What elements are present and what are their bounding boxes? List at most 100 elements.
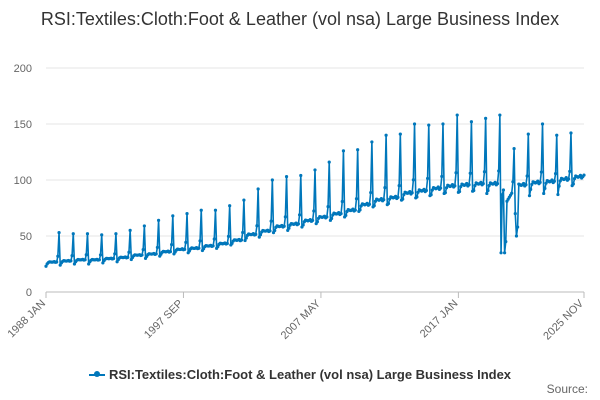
data-point[interactable]	[467, 183, 471, 187]
data-point[interactable]	[168, 249, 173, 254]
data-point[interactable]	[185, 212, 189, 216]
data-point[interactable]	[530, 182, 534, 186]
data-point[interactable]	[513, 212, 517, 216]
data-point[interactable]	[465, 181, 469, 186]
data-point[interactable]	[56, 254, 60, 258]
data-point[interactable]	[55, 260, 59, 264]
data-point[interactable]	[486, 188, 490, 193]
data-point[interactable]	[70, 254, 74, 258]
data-point[interactable]	[503, 251, 507, 255]
data-point[interactable]	[487, 183, 491, 188]
data-point[interactable]	[313, 168, 317, 172]
data-point[interactable]	[542, 191, 546, 196]
data-point[interactable]	[239, 238, 244, 242]
data-point[interactable]	[225, 241, 229, 246]
data-point[interactable]	[327, 160, 331, 164]
data-point[interactable]	[97, 258, 101, 262]
data-point[interactable]	[369, 190, 373, 195]
data-point[interactable]	[284, 175, 289, 179]
data-point[interactable]	[459, 185, 463, 189]
data-point[interactable]	[514, 234, 519, 238]
data-point[interactable]	[258, 233, 263, 237]
data-point[interactable]	[283, 215, 287, 219]
data-point[interactable]	[469, 120, 474, 124]
data-point[interactable]	[398, 132, 402, 136]
data-point[interactable]	[553, 172, 558, 176]
data-point[interactable]	[516, 225, 520, 229]
data-point[interactable]	[468, 171, 472, 175]
data-point[interactable]	[436, 185, 440, 189]
data-point[interactable]	[386, 201, 391, 206]
data-point[interactable]	[493, 180, 497, 184]
data-point[interactable]	[536, 179, 540, 183]
data-point[interactable]	[454, 171, 458, 175]
data-point[interactable]	[482, 170, 487, 174]
data-point[interactable]	[424, 188, 428, 193]
data-point[interactable]	[450, 182, 455, 187]
data-point[interactable]	[98, 253, 103, 257]
data-point[interactable]	[155, 245, 159, 250]
data-point[interactable]	[273, 228, 277, 233]
data-point[interactable]	[397, 184, 401, 188]
data-point[interactable]	[425, 176, 430, 181]
data-point[interactable]	[255, 224, 259, 228]
data-point[interactable]	[297, 213, 302, 217]
data-point[interactable]	[453, 184, 457, 188]
data-point[interactable]	[228, 204, 232, 208]
data-point[interactable]	[582, 173, 586, 177]
data-point[interactable]	[84, 253, 88, 257]
data-point[interactable]	[254, 232, 258, 236]
data-point[interactable]	[126, 255, 130, 259]
data-point[interactable]	[367, 202, 372, 206]
data-point[interactable]	[329, 216, 334, 221]
data-point[interactable]	[100, 233, 104, 237]
data-point[interactable]	[242, 198, 246, 202]
data-point[interactable]	[429, 193, 433, 197]
data-point[interactable]	[358, 208, 362, 212]
data-point[interactable]	[142, 224, 146, 228]
data-point[interactable]	[556, 192, 560, 197]
data-point[interactable]	[226, 234, 231, 238]
data-point[interactable]	[301, 223, 305, 227]
data-point[interactable]	[501, 188, 506, 192]
data-point[interactable]	[213, 208, 218, 212]
data-point[interactable]	[511, 180, 515, 184]
data-point[interactable]	[243, 238, 247, 243]
data-point[interactable]	[473, 183, 477, 188]
data-point[interactable]	[198, 239, 202, 243]
data-point[interactable]	[557, 184, 561, 188]
data-point[interactable]	[566, 177, 571, 181]
data-point[interactable]	[521, 181, 526, 186]
data-point[interactable]	[543, 186, 547, 190]
data-point[interactable]	[529, 187, 533, 192]
data-point[interactable]	[481, 181, 485, 186]
data-point[interactable]	[372, 204, 376, 208]
data-point[interactable]	[296, 222, 301, 226]
legend[interactable]: RSI:Textiles:Cloth:Foot & Leather (vol n…	[0, 366, 600, 382]
data-point[interactable]	[256, 187, 260, 191]
data-point[interactable]	[85, 232, 90, 236]
data-point[interactable]	[578, 173, 583, 177]
data-point[interactable]	[569, 131, 573, 135]
data-point[interactable]	[211, 244, 215, 248]
data-point[interactable]	[526, 132, 530, 136]
data-point[interactable]	[57, 231, 61, 235]
data-point[interactable]	[299, 173, 303, 178]
data-point[interactable]	[340, 199, 344, 204]
data-point[interactable]	[510, 191, 514, 195]
data-point[interactable]	[472, 188, 476, 193]
data-point[interactable]	[312, 209, 316, 213]
data-point[interactable]	[457, 189, 462, 194]
data-point[interactable]	[558, 179, 562, 183]
data-point[interactable]	[268, 229, 272, 233]
data-point[interactable]	[141, 247, 145, 252]
data-point[interactable]	[370, 140, 374, 144]
data-point[interactable]	[439, 186, 443, 190]
data-point[interactable]	[114, 232, 118, 236]
data-point[interactable]	[113, 252, 117, 256]
data-point[interactable]	[354, 197, 359, 201]
data-point[interactable]	[527, 194, 532, 198]
data-point[interactable]	[315, 220, 319, 224]
data-point[interactable]	[128, 228, 132, 232]
data-point[interactable]	[384, 133, 388, 137]
